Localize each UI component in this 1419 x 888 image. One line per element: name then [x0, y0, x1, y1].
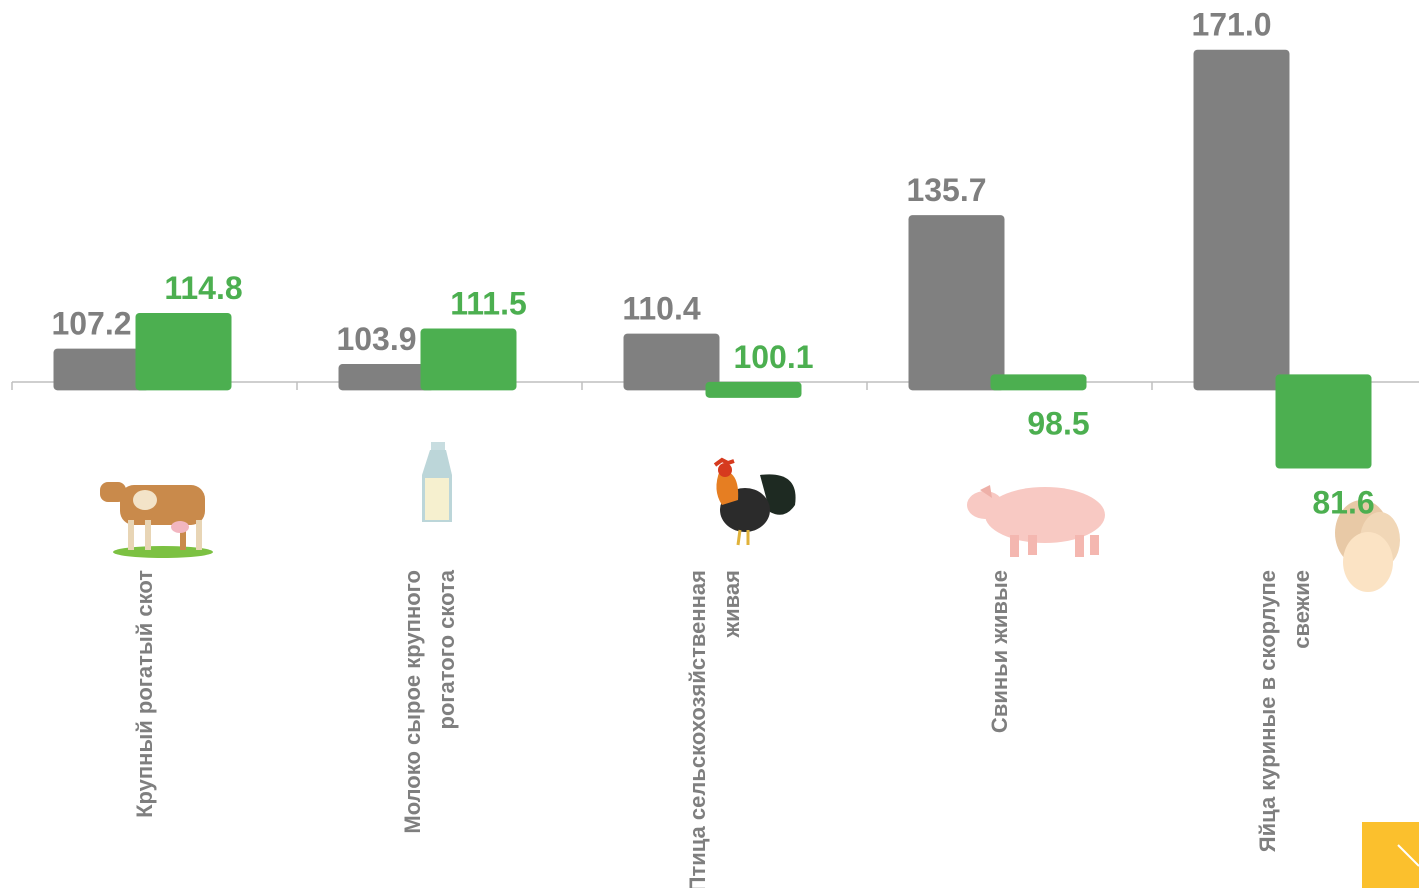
x-tick-label: Птица сельскохозяйственная живая	[681, 570, 749, 888]
value-label: 103.9	[336, 321, 416, 357]
bar	[1276, 374, 1372, 468]
rooster-icon	[715, 460, 796, 545]
bar	[624, 334, 720, 391]
cow-icon	[100, 482, 213, 558]
chart: 107.2 103.9 110.4 135.7 171.0 114.8 111.5 100.1…	[0, 0, 1419, 888]
value-label: 135.7	[906, 172, 986, 208]
value-label: 81.6	[1312, 485, 1374, 521]
value-label: 171.0	[1191, 7, 1271, 43]
value-label: 114.8	[164, 270, 242, 306]
x-tick-label: Яйца куриные в скорлупе свежие	[1251, 570, 1319, 888]
bar	[54, 349, 150, 391]
bottle-icon	[422, 442, 452, 522]
value-label: 100.1	[733, 339, 813, 375]
x-tick-label: Свиньи живые	[983, 570, 1017, 888]
value-label: 107.2	[51, 306, 131, 342]
corner-badge	[1362, 822, 1419, 888]
bar	[706, 382, 802, 398]
value-label: 110.4	[622, 291, 701, 327]
x-tick-label: Крупный рогатый скот	[128, 570, 162, 888]
bar	[339, 364, 435, 390]
bar	[1194, 50, 1290, 391]
bar	[991, 374, 1087, 390]
bar	[421, 328, 517, 390]
bar	[136, 313, 232, 390]
value-label: 98.5	[1027, 405, 1089, 441]
pig-icon	[967, 485, 1105, 557]
value-label: 111.5	[450, 285, 527, 321]
x-tick-label: Молоко сырое крупного рогатого скота	[396, 570, 464, 888]
bar	[909, 215, 1005, 390]
